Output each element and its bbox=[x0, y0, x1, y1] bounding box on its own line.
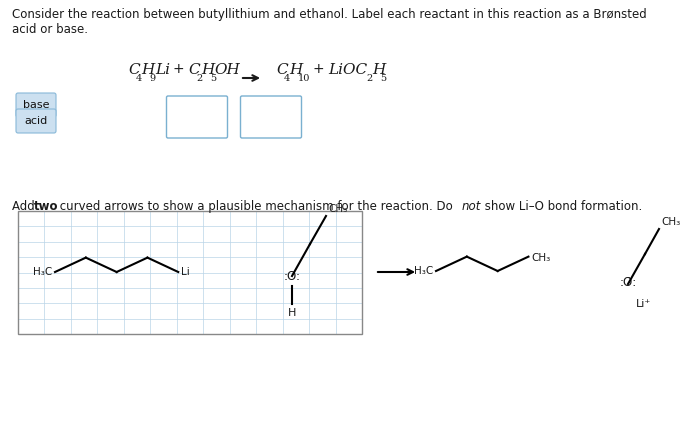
Text: 4: 4 bbox=[284, 74, 290, 83]
Text: acid: acid bbox=[25, 116, 48, 126]
Text: H: H bbox=[141, 63, 155, 77]
Text: 4: 4 bbox=[136, 74, 143, 83]
Text: 5: 5 bbox=[210, 74, 216, 83]
Text: Li: Li bbox=[181, 267, 190, 277]
Text: curved arrows to show a plausible mechanism for the reaction. Do: curved arrows to show a plausible mechan… bbox=[56, 200, 456, 213]
Text: CH₃: CH₃ bbox=[661, 217, 680, 227]
Text: LiOC: LiOC bbox=[328, 63, 367, 77]
Text: CH₃: CH₃ bbox=[328, 204, 347, 214]
Text: OH: OH bbox=[215, 63, 241, 77]
Text: H: H bbox=[202, 63, 214, 77]
Text: C: C bbox=[188, 63, 199, 77]
Text: Consider the reaction between butyllithium and ethanol. Label each reactant in t: Consider the reaction between butyllithi… bbox=[12, 8, 647, 21]
Text: Add: Add bbox=[12, 200, 38, 213]
Text: two: two bbox=[34, 200, 58, 213]
Text: :Ȯ:: :Ȯ: bbox=[620, 276, 636, 290]
Bar bbox=[18, 211, 362, 334]
Text: not: not bbox=[461, 200, 481, 213]
Text: 9: 9 bbox=[150, 74, 156, 83]
FancyBboxPatch shape bbox=[241, 96, 302, 138]
Text: Li⁺: Li⁺ bbox=[636, 299, 651, 309]
Text: H: H bbox=[289, 63, 302, 77]
Text: acid or base.: acid or base. bbox=[12, 23, 88, 36]
Text: Li: Li bbox=[155, 63, 170, 77]
Text: 2: 2 bbox=[196, 74, 202, 83]
Text: H₃C: H₃C bbox=[414, 266, 433, 276]
Text: C: C bbox=[128, 63, 139, 77]
Text: +: + bbox=[312, 62, 324, 76]
Text: 10: 10 bbox=[298, 74, 310, 83]
Text: 2: 2 bbox=[367, 74, 373, 83]
Text: H: H bbox=[372, 63, 385, 77]
Text: 5: 5 bbox=[381, 74, 386, 83]
FancyBboxPatch shape bbox=[167, 96, 228, 138]
FancyBboxPatch shape bbox=[16, 109, 56, 133]
Text: show Li–O bond formation.: show Li–O bond formation. bbox=[481, 200, 643, 213]
Text: base: base bbox=[22, 100, 49, 110]
Text: +: + bbox=[172, 62, 183, 76]
FancyBboxPatch shape bbox=[16, 93, 56, 117]
Text: H₃C: H₃C bbox=[33, 267, 52, 277]
Text: CH₃: CH₃ bbox=[531, 253, 551, 263]
Text: :O:: :O: bbox=[284, 270, 300, 282]
Text: C: C bbox=[276, 63, 288, 77]
Text: H: H bbox=[288, 308, 296, 318]
